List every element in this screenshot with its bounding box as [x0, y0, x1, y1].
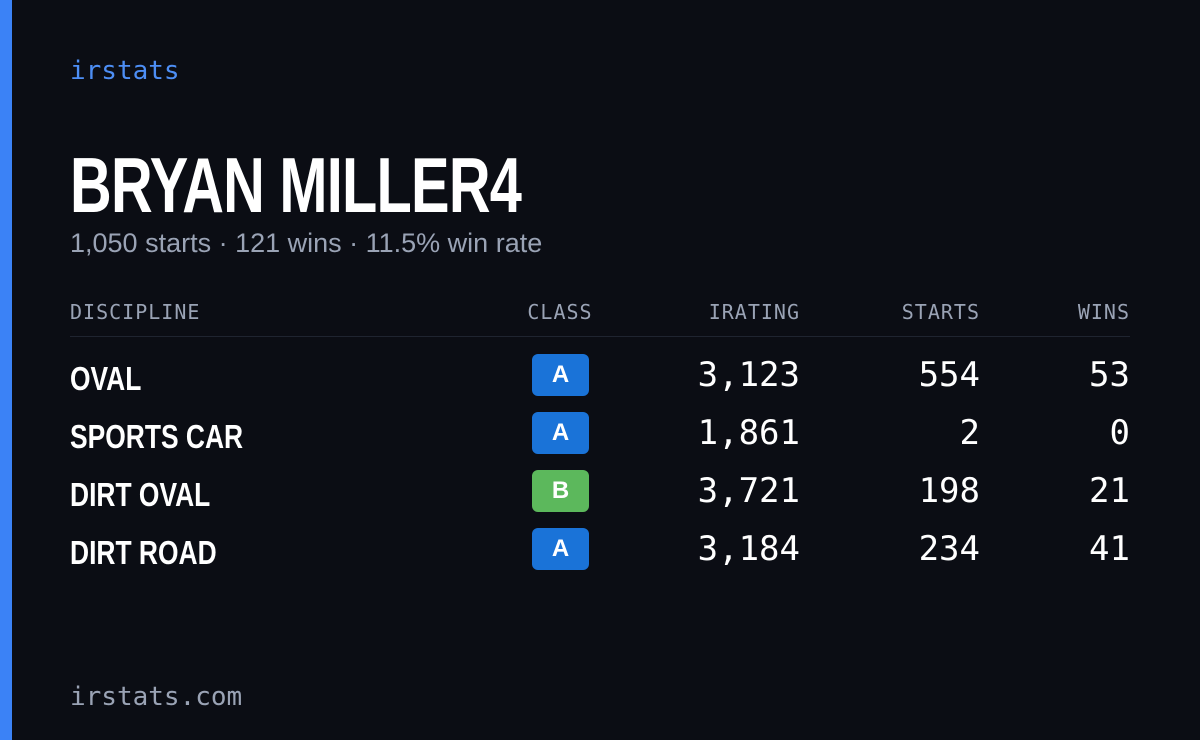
accent-bar [0, 0, 12, 740]
class-badge: A [532, 354, 589, 396]
column-header: STARTS [901, 300, 980, 324]
class-badge: A [532, 412, 589, 454]
cell-value: 2 [959, 413, 980, 453]
discipline: OVAL [70, 360, 142, 397]
cell-value: 41 [1089, 529, 1130, 569]
driver-summary: 1,050 starts · 121 wins · 11.5% win rate [70, 228, 543, 258]
cell-value: 554 [918, 355, 980, 395]
cell-value: 21 [1089, 471, 1130, 511]
cell-value: 53 [1089, 355, 1130, 395]
column-header: WINS [1077, 300, 1130, 324]
cell-value: 3,123 [697, 355, 800, 395]
cell-value: 198 [918, 471, 980, 511]
cell-value: 234 [918, 529, 980, 569]
column-header: DISCIPLINE [70, 300, 201, 324]
cell-value: 0 [1109, 413, 1130, 453]
brand: irstats [70, 56, 180, 86]
column-header: IRATING [708, 300, 800, 324]
header-rule [70, 336, 1130, 337]
cell-value: 3,184 [697, 529, 800, 569]
class-badge: B [532, 470, 589, 512]
discipline: DIRT ROAD [70, 534, 217, 571]
discipline: DIRT OVAL [70, 476, 211, 513]
driver-name: BRYAN MILLER4 [70, 141, 522, 229]
discipline: SPORTS CAR [70, 418, 244, 455]
class-badge: A [532, 528, 589, 570]
cell-value: 3,721 [697, 471, 800, 511]
cell-value: 1,861 [697, 413, 800, 453]
footer: irstats.com [70, 682, 243, 712]
column-header: CLASS [527, 300, 593, 324]
